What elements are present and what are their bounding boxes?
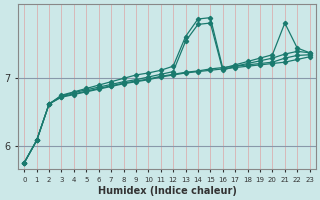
X-axis label: Humidex (Indice chaleur): Humidex (Indice chaleur) bbox=[98, 186, 236, 196]
